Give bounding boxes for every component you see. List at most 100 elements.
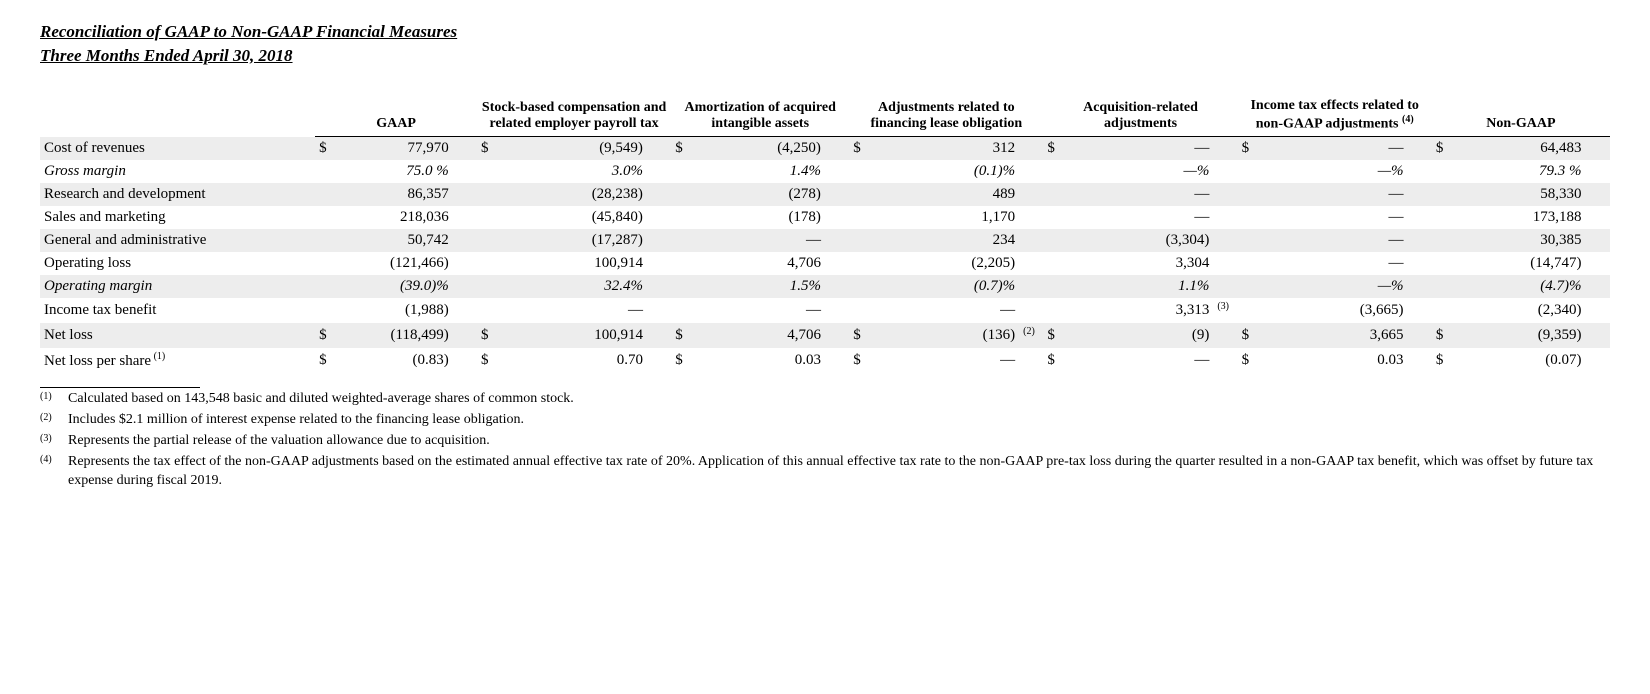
cell-footnote (647, 183, 671, 206)
currency-symbol (1238, 252, 1257, 275)
currency-symbol (849, 275, 868, 298)
cell-footnote (1213, 183, 1237, 206)
cell-value: — (496, 298, 647, 323)
currency-symbol (1238, 160, 1257, 183)
currency-symbol: $ (1043, 323, 1062, 348)
table-row: General and administrative50,742(17,287)… (40, 229, 1610, 252)
currency-symbol: $ (671, 348, 690, 373)
cell-footnote (825, 298, 849, 323)
cell-footnote (1408, 206, 1432, 229)
table-row: Net loss per share (1)$(0.83)$0.70$0.03$… (40, 348, 1610, 373)
currency-symbol (1238, 229, 1257, 252)
cell-footnote (1213, 252, 1237, 275)
currency-symbol (1238, 206, 1257, 229)
col-header-5: Income tax effects related to non-GAAP a… (1238, 96, 1432, 137)
cell-footnote (1019, 183, 1043, 206)
cell-value: (3,304) (1063, 229, 1214, 252)
cell-footnote (453, 348, 477, 373)
cell-value: (0.1)% (869, 160, 1020, 183)
table-row: Operating margin(39.0)%32.4%1.5%(0.7)%1.… (40, 275, 1610, 298)
currency-symbol (671, 298, 690, 323)
cell-value: — (1257, 252, 1408, 275)
cell-value: 1,170 (869, 206, 1020, 229)
cell-footnote (1586, 137, 1610, 161)
cell-footnote (825, 252, 849, 275)
cell-footnote (1586, 183, 1610, 206)
cell-footnote (1586, 229, 1610, 252)
table-row: Net loss$(118,499)$100,914$4,706$(136)(2… (40, 323, 1610, 348)
table-row: Operating loss(121,466)100,9144,706(2,20… (40, 252, 1610, 275)
currency-symbol (1043, 298, 1062, 323)
table-row: Income tax benefit(1,988)———3,313(3)(3,6… (40, 298, 1610, 323)
cell-footnote (1019, 275, 1043, 298)
cell-footnote (453, 323, 477, 348)
cell-footnote (1408, 137, 1432, 161)
cell-value: (45,840) (496, 206, 647, 229)
cell-value: 4,706 (691, 252, 825, 275)
cell-footnote (1213, 229, 1237, 252)
col-header-3: Adjustments related to financing lease o… (849, 96, 1043, 137)
cell-value: 50,742 (335, 229, 453, 252)
cell-value: — (1063, 348, 1214, 373)
currency-symbol: $ (849, 323, 868, 348)
row-label: Research and development (40, 183, 315, 206)
cell-footnote (1408, 252, 1432, 275)
cell-value: 100,914 (496, 252, 647, 275)
currency-symbol (1238, 298, 1257, 323)
cell-footnote (1019, 348, 1043, 373)
cell-value: (17,287) (496, 229, 647, 252)
cell-footnote (647, 252, 671, 275)
currency-symbol: $ (1432, 137, 1451, 161)
header-blank (40, 96, 315, 137)
currency-symbol: $ (315, 323, 334, 348)
cell-value: 58,330 (1451, 183, 1585, 206)
cell-value: (9,359) (1451, 323, 1585, 348)
currency-symbol (671, 160, 690, 183)
cell-footnote (825, 183, 849, 206)
cell-footnote (647, 206, 671, 229)
cell-value: 1.4% (691, 160, 825, 183)
cell-footnote: (3) (1213, 298, 1237, 323)
cell-value: 3,665 (1257, 323, 1408, 348)
footnote-row: (4)Represents the tax effect of the non-… (40, 453, 1610, 491)
col-header-4: Acquisition-related adjustments (1043, 96, 1237, 137)
currency-symbol (1432, 252, 1451, 275)
cell-footnote (1408, 323, 1432, 348)
cell-footnote (1408, 348, 1432, 373)
cell-footnote (1019, 160, 1043, 183)
cell-footnote (825, 137, 849, 161)
cell-footnote (1019, 206, 1043, 229)
row-label: Gross margin (40, 160, 315, 183)
currency-symbol (315, 252, 334, 275)
currency-symbol (1043, 183, 1062, 206)
cell-value: (9,549) (496, 137, 647, 161)
cell-value: 173,188 (1451, 206, 1585, 229)
cell-value: 234 (869, 229, 1020, 252)
cell-value: (0.07) (1451, 348, 1585, 373)
row-label: Income tax benefit (40, 298, 315, 323)
cell-value: (4,250) (691, 137, 825, 161)
currency-symbol (1432, 206, 1451, 229)
currency-symbol (1432, 275, 1451, 298)
currency-symbol: $ (1043, 137, 1062, 161)
row-label: Operating margin (40, 275, 315, 298)
table-header: GAAP Stock-based compensation and relate… (40, 96, 1610, 137)
footnote-row: (1)Calculated based on 143,548 basic and… (40, 390, 1610, 409)
title-line-2: Three Months Ended April 30, 2018 (40, 44, 1610, 68)
row-label: Net loss (40, 323, 315, 348)
row-label: Net loss per share (1) (40, 348, 315, 373)
cell-value: 79.3 % (1451, 160, 1585, 183)
currency-symbol (1043, 252, 1062, 275)
cell-value: 75.0 % (335, 160, 453, 183)
currency-symbol (1043, 206, 1062, 229)
cell-value: (1,988) (335, 298, 453, 323)
currency-symbol (1432, 229, 1451, 252)
currency-symbol (849, 183, 868, 206)
footnote-number: (4) (40, 453, 68, 491)
cell-footnote (825, 323, 849, 348)
cell-footnote (1408, 298, 1432, 323)
cell-value: 77,970 (335, 137, 453, 161)
currency-symbol (477, 229, 496, 252)
table-row: Cost of revenues$77,970$(9,549)$(4,250)$… (40, 137, 1610, 161)
cell-footnote (453, 183, 477, 206)
